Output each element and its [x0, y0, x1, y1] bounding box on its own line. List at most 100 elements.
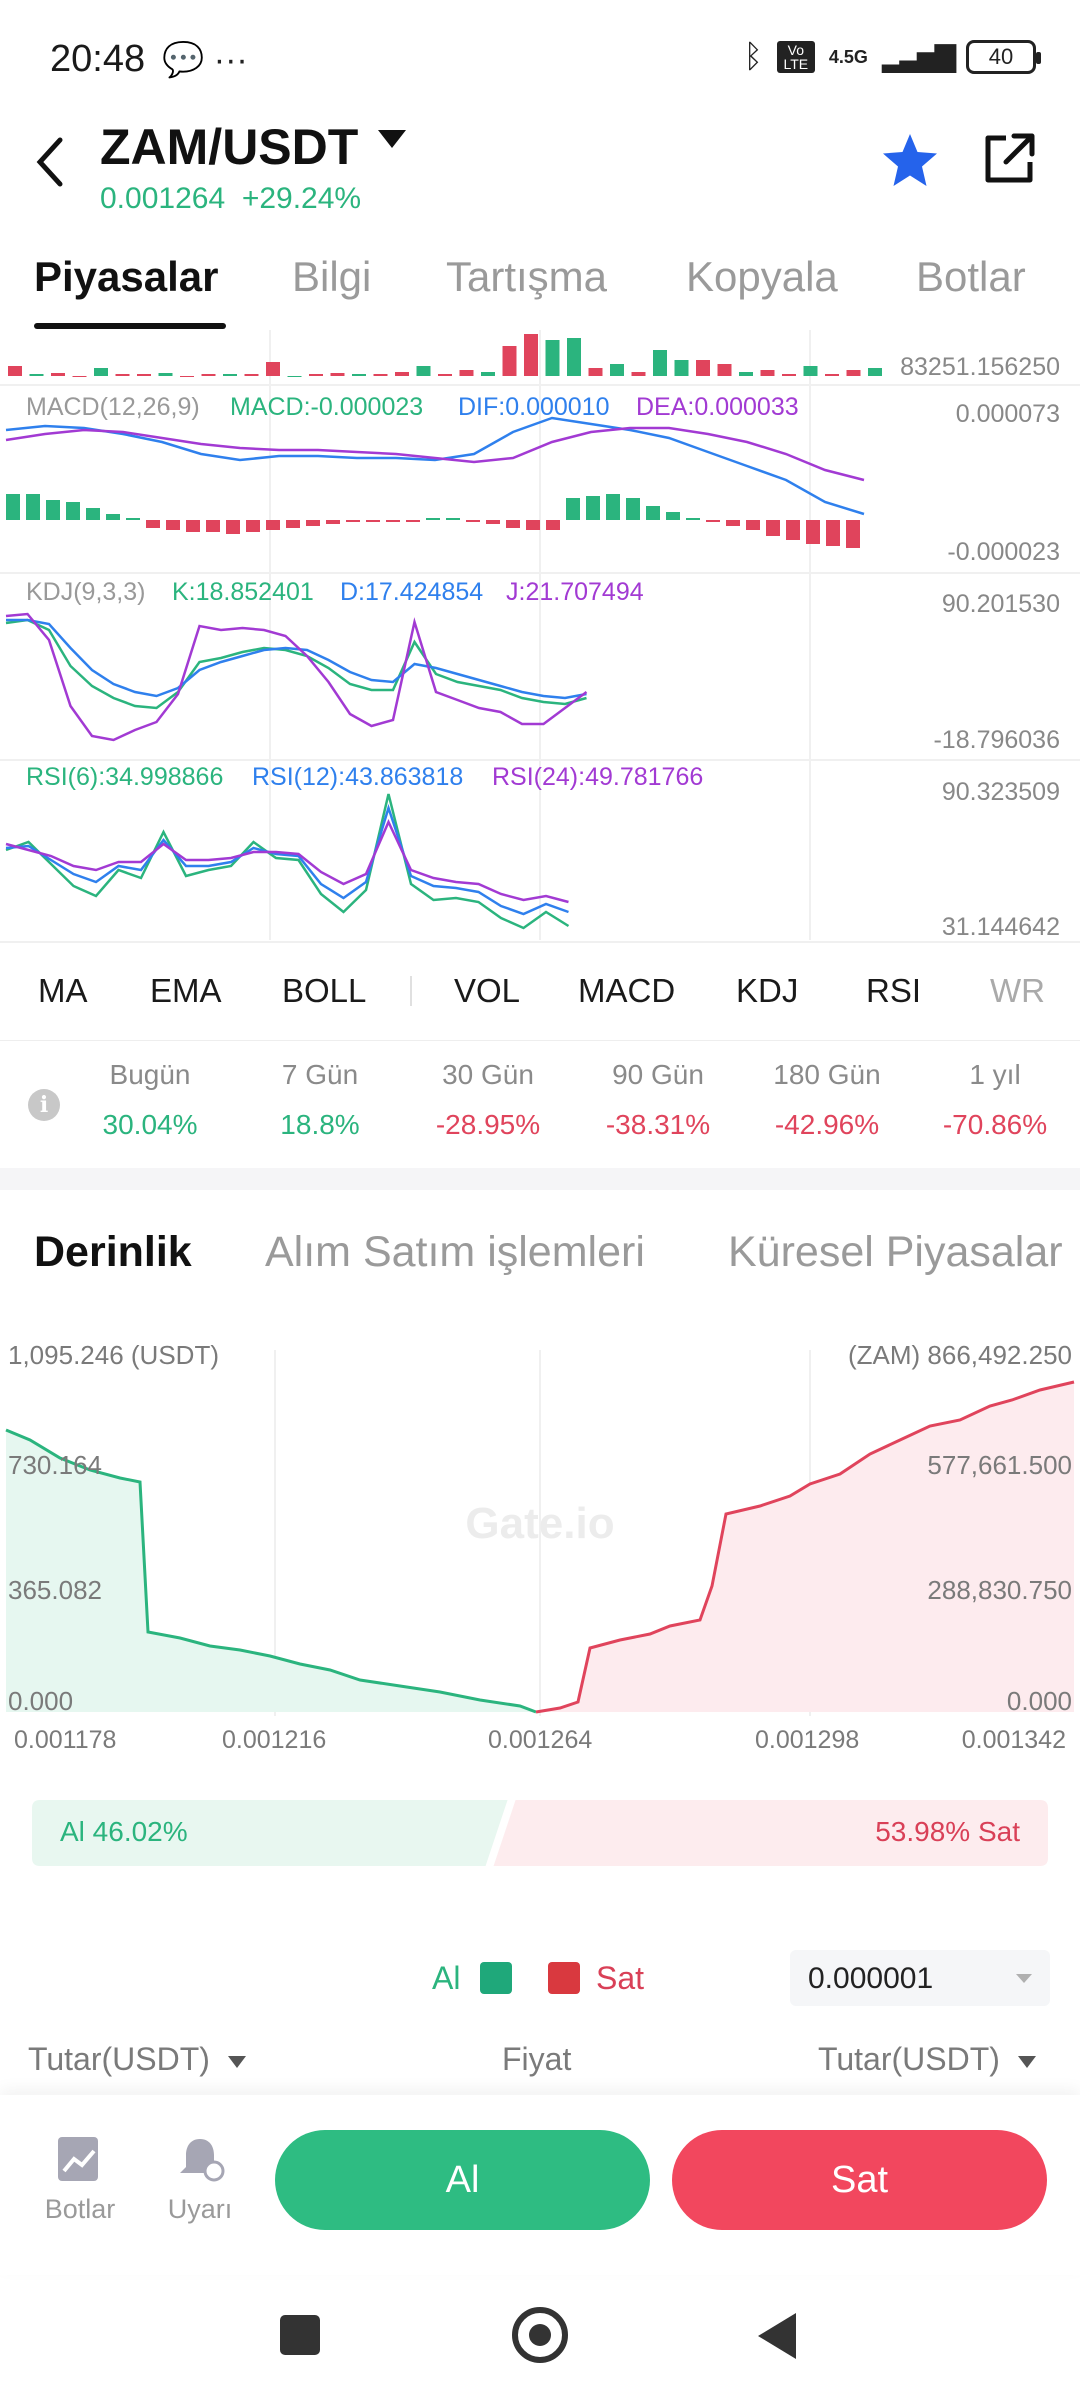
- tab-derinlik[interactable]: Derinlik: [34, 1228, 192, 1276]
- alert-button[interactable]: Uyarı: [158, 2133, 242, 2225]
- period-stats: i Bugün 30.04% 7 Gün 18.8% 30 Gün -28.95% 9…: [0, 1040, 1080, 1160]
- indicator-ma[interactable]: MA: [38, 972, 88, 1009]
- macd-histogram-bar: [146, 520, 160, 528]
- star-icon[interactable]: [880, 130, 940, 190]
- macd-histogram-bar: [766, 520, 780, 536]
- bots-button[interactable]: Botlar: [38, 2133, 122, 2225]
- tab-piyasalar[interactable]: Piyasalar: [34, 253, 219, 300]
- volume-bar: [115, 374, 130, 376]
- percent-change: +29.24%: [241, 182, 362, 215]
- volume-bar: [545, 340, 560, 376]
- tab-kuresel[interactable]: Küresel Piyasalar: [728, 1228, 1063, 1276]
- macd-top-label: 0.000073: [956, 400, 1060, 428]
- status-bar: 20:48 💬 ··· ᛒ Vo LTE 4.5G ▂▃▅▇ 40: [0, 0, 1080, 120]
- volume-bar: [524, 334, 538, 376]
- price-header: Fiyat: [502, 2041, 572, 2077]
- volume-bar: [567, 338, 581, 376]
- indicator-boll[interactable]: BOLL: [282, 972, 367, 1009]
- macd-histogram-bar: [26, 494, 40, 520]
- pair-title[interactable]: ZAM/USDT: [100, 119, 359, 175]
- depth-right-label-1: 577,661.500: [927, 1450, 1072, 1480]
- macd-histogram-bar: [666, 512, 680, 520]
- volume-bar: [266, 362, 280, 376]
- macd-histogram-bar: [486, 520, 500, 524]
- share-icon[interactable]: [980, 130, 1038, 188]
- volume-bar: [588, 368, 603, 376]
- macd-histogram-bar: [46, 500, 60, 520]
- sell-button[interactable]: Sat: [672, 2130, 1047, 2230]
- amount-right-select[interactable]: Tutar(USDT): [818, 2041, 1036, 2078]
- precision-select[interactable]: 0.000001: [790, 1950, 1050, 2006]
- tab-tartisma[interactable]: Tartışma: [446, 253, 608, 300]
- tab-botlar[interactable]: Botlar: [916, 253, 1026, 300]
- tab-bilgi[interactable]: Bilgi: [292, 253, 372, 300]
- volume-bar: [94, 368, 108, 376]
- volume-bar: [631, 372, 646, 376]
- status-right: ᛒ Vo LTE 4.5G ▂▃▅▇ 40: [743, 38, 1041, 75]
- macd-histogram-bar: [206, 520, 220, 532]
- indicator-ema[interactable]: EMA: [150, 972, 222, 1009]
- volume-bar: [29, 374, 44, 376]
- legend-sell-swatch[interactable]: [548, 1962, 580, 1994]
- legend-buy-swatch[interactable]: [480, 1962, 512, 1994]
- macd-histogram-bar: [846, 520, 860, 548]
- volume-bar: [373, 374, 388, 376]
- back-arrow-icon[interactable]: [32, 134, 68, 190]
- macd-histogram-bar: [526, 520, 540, 530]
- main-tabs: Piyasalar Bilgi Tartışma Kopyala Botlar: [0, 245, 1080, 330]
- depth-right-label-0: (ZAM) 866,492.250: [847, 1340, 1072, 1370]
- active-tab-indicator: [34, 323, 226, 329]
- macd-histogram-bar: [106, 514, 120, 520]
- signal-icon: ▂▃▅▇: [881, 41, 956, 72]
- rsi-top-label: 90.323509: [942, 778, 1060, 806]
- bots-icon: [58, 2137, 98, 2181]
- macd-histogram-bar: [606, 494, 620, 520]
- bluetooth-icon: ᛒ: [743, 38, 763, 74]
- macd-histogram-bar: [386, 520, 400, 522]
- orderbook-header: Tutar(USDT) Fiyat Tutar(USDT): [0, 2035, 1080, 2095]
- indicator-vol[interactable]: VOL: [454, 972, 521, 1009]
- kdj-top-label: 90.201530: [942, 590, 1060, 618]
- macd-histogram-bar: [426, 518, 440, 520]
- home-button[interactable]: [512, 2307, 568, 2363]
- back-button[interactable]: [758, 2313, 796, 2359]
- macd-histogram-bar: [826, 520, 840, 546]
- legend-sell-label: Sat: [596, 1960, 645, 1996]
- indicator-svg: 83251.156250 MACD(12,26,9) MACD:-0.00002…: [0, 330, 1080, 943]
- depth-left-label-1: 730.164: [8, 1450, 102, 1480]
- depth-right-label-3: 0.000: [1006, 1686, 1072, 1716]
- stat-7d: 7 Gün 18.8%: [280, 1059, 360, 1140]
- pair-dropdown-icon[interactable]: [378, 130, 406, 148]
- macd-histogram-bar: [346, 520, 360, 522]
- stat-today: Bugün 30.04%: [102, 1059, 198, 1140]
- rsi-24: RSI(24):49.781766: [492, 763, 703, 791]
- macd-histogram-bar: [66, 502, 80, 520]
- tab-kopyala[interactable]: Kopyala: [686, 253, 838, 300]
- indicator-wr[interactable]: WR: [990, 972, 1045, 1009]
- header: ZAM/USDT 0.001264 +29.24%: [0, 110, 1080, 230]
- volume-bar: [137, 374, 151, 376]
- tab-alim-satim[interactable]: Alım Satım işlemleri: [265, 1228, 645, 1276]
- macd-histogram-bar: [266, 520, 280, 530]
- indicator-selector: MA EMA BOLL VOL MACD KDJ RSI WR: [0, 960, 1080, 1020]
- volume-bar: [51, 373, 65, 376]
- system-nav-bar: [0, 2275, 1080, 2400]
- stat-90d: 90 Gün -38.31%: [605, 1059, 711, 1140]
- buy-button[interactable]: Al: [275, 2130, 650, 2230]
- depth-chart[interactable]: Gate.io 1,095.246 (USDT) 730.164 365.082…: [0, 1330, 1080, 1770]
- macd-dea: DEA:0.000033: [636, 393, 799, 421]
- recents-button[interactable]: [280, 2315, 320, 2355]
- volume-bar: [459, 370, 474, 376]
- indicator-macd[interactable]: MACD: [578, 972, 676, 1009]
- indicator-rsi[interactable]: RSI: [866, 972, 922, 1009]
- stat-180d: 180 Gün -42.96%: [773, 1059, 881, 1140]
- ratio-bar: [32, 1800, 1048, 1866]
- indicator-kdj[interactable]: KDJ: [736, 972, 799, 1009]
- info-icon[interactable]: i: [28, 1089, 60, 1121]
- volume-bar: [180, 376, 194, 377]
- indicator-charts[interactable]: 83251.156250 MACD(12,26,9) MACD:-0.00002…: [0, 330, 1080, 950]
- amount-left-select[interactable]: Tutar(USDT): [28, 2041, 246, 2078]
- buy-ratio-label: Al 46.02%: [60, 1816, 188, 1847]
- rsi-6: RSI(6):34.998866: [26, 763, 223, 791]
- macd-histogram-bar: [586, 496, 600, 520]
